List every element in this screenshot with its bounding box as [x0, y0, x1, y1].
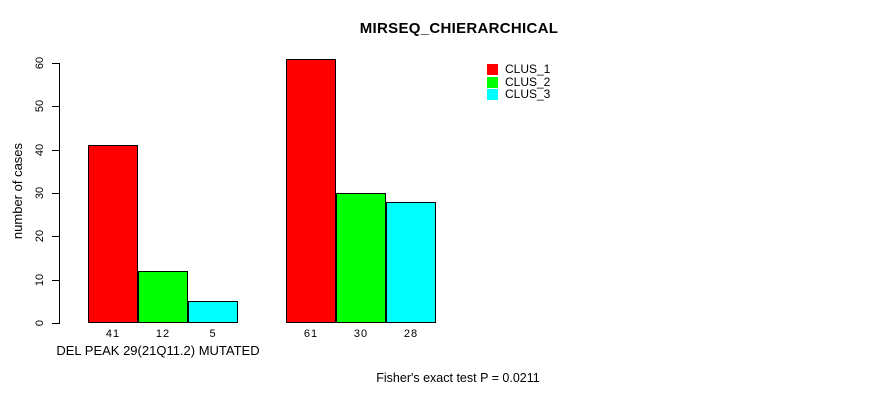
bar-clus_2-group1: [138, 271, 188, 323]
bar-clus_1-group2: [286, 58, 336, 323]
legend-item-clus1: CLUS_1: [487, 62, 551, 76]
bar-value-label: 12: [155, 328, 171, 340]
bar-value-label: 28: [403, 328, 419, 340]
y-axis-tick: [52, 106, 60, 108]
x-category-label: DEL PEAK 29(21Q11.2) MUTATED: [56, 343, 260, 358]
y-axis-tick-label: 40: [34, 143, 46, 156]
fisher-test-annotation: Fisher's exact test P = 0.0211: [376, 371, 540, 385]
y-axis-tick: [52, 193, 60, 194]
y-axis-tick: [52, 236, 60, 238]
bar-clus_2-group2: [336, 193, 386, 323]
chart-title: MIRSEQ_CHIERARCHICAL: [359, 20, 559, 37]
y-axis-tick: [52, 323, 60, 324]
bar-clus_3-group1: [188, 301, 238, 323]
bar-value-label: 30: [353, 328, 369, 340]
legend-label-clus3: CLUS_3: [505, 87, 551, 101]
bar-clus_1-group1: [88, 145, 138, 323]
bar-value-label: 5: [209, 328, 217, 340]
bar-clus_3-group2: [386, 201, 436, 323]
y-axis-tick: [52, 63, 60, 64]
legend-item-clus3: CLUS_3: [487, 87, 551, 101]
y-axis-tick-label: 50: [34, 100, 46, 113]
y-axis-label: number of cases: [9, 142, 25, 240]
legend-item-clus2: CLUS_2: [487, 74, 551, 89]
legend-swatch-clus2: [487, 76, 498, 88]
legend: CLUS_1 CLUS_2 CLUS_3: [487, 62, 551, 102]
legend-label-clus1: CLUS_1: [505, 62, 551, 76]
y-axis-tick-label: 60: [34, 56, 46, 70]
bar-value-label: 41: [105, 328, 121, 340]
y-axis-tick-label: 0: [34, 319, 46, 327]
y-axis-tick-label: 10: [34, 273, 46, 286]
legend-label-clus2: CLUS_2: [505, 74, 551, 89]
bar-value-label: 61: [303, 328, 319, 340]
y-axis-tick-label: 20: [34, 230, 46, 243]
legend-swatch-clus3: [487, 89, 498, 100]
y-axis-tick-label: 30: [34, 186, 46, 200]
y-axis-tick: [52, 279, 60, 281]
legend-swatch-clus1: [487, 64, 498, 75]
y-axis-tick: [52, 149, 60, 151]
